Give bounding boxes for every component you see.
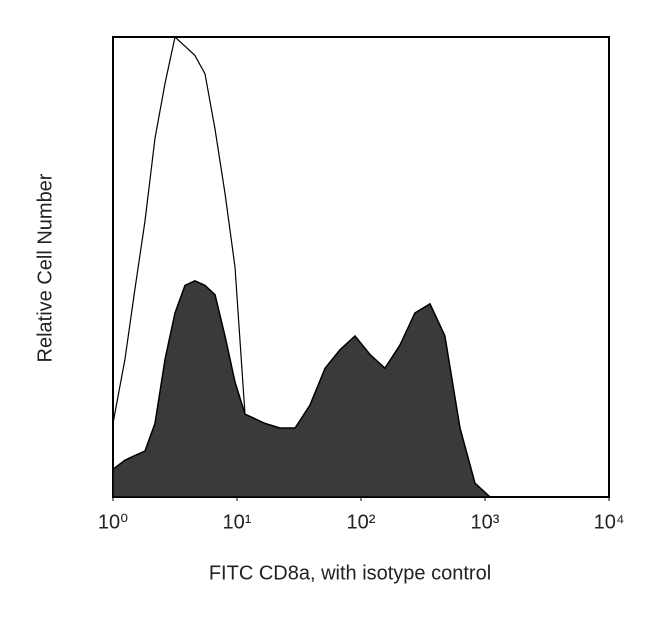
x-tick-label: 10¹ bbox=[223, 511, 252, 533]
y-axis-label: Relative Cell Number bbox=[34, 173, 56, 362]
x-axis-label: FITC CD8a, with isotype control bbox=[209, 562, 491, 584]
filled-histogram bbox=[112, 279, 492, 498]
x-tick-label: 10³ bbox=[471, 511, 500, 533]
x-tick-label: 10⁴ bbox=[594, 511, 625, 533]
x-tick-label: 10⁰ bbox=[98, 511, 128, 533]
x-tick-label: 10² bbox=[347, 511, 376, 533]
